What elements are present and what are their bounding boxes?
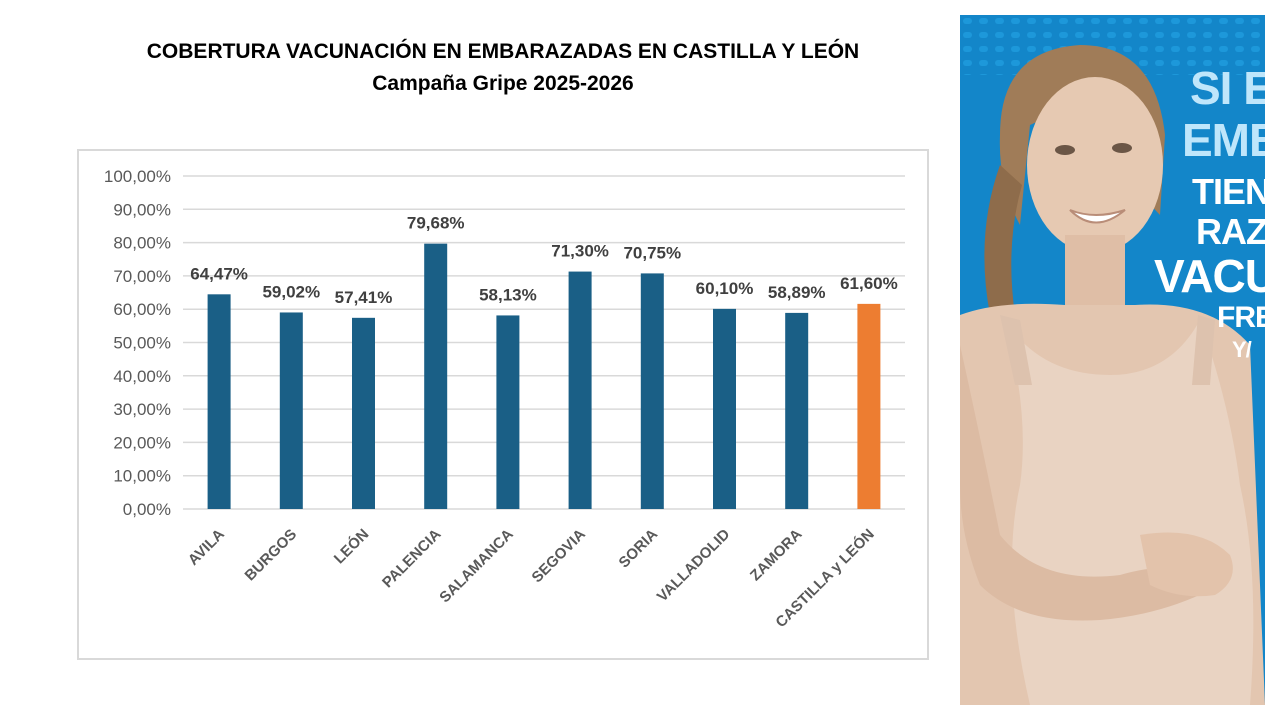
data-label: 58,89% (768, 283, 826, 302)
poster-text-line-3: TIENE (1192, 171, 1265, 212)
category-label: SORIA (616, 526, 662, 572)
bar (640, 273, 664, 509)
chart-title: COBERTURA VACUNACIÓN EN EMBARAZADAS EN C… (146, 40, 860, 63)
category-label: SALAMANCA (436, 526, 516, 606)
category-label: PALENCIA (379, 526, 445, 592)
poster-text-line-1: SI E (1190, 62, 1265, 114)
bar (496, 315, 520, 509)
data-label: 70,75% (623, 243, 681, 262)
y-tick-label: 10,00% (113, 467, 171, 486)
bar (857, 303, 881, 509)
category-label: ZAMORA (747, 526, 806, 585)
bar (424, 243, 448, 510)
bar (279, 312, 303, 509)
data-label: 64,47% (190, 264, 248, 283)
pregnant-woman-photo (960, 15, 1265, 705)
poster-text-line-5: VACUN (1154, 250, 1265, 302)
category-label: BURGOS (242, 526, 301, 585)
bar (568, 271, 592, 509)
bar (713, 308, 736, 509)
chart-title-block: COBERTURA VACUNACIÓN EN EMBARAZADAS EN C… (60, 36, 946, 100)
data-label: 61,60% (840, 274, 898, 293)
poster-text-line-2: EMB (1182, 114, 1265, 166)
bar (207, 294, 231, 509)
poster-text-line-6: FRE (1217, 301, 1265, 334)
y-tick-label: 70,00% (113, 267, 171, 286)
data-label: 57,41% (335, 288, 393, 307)
y-tick-label: 40,00% (113, 367, 171, 386)
bar (785, 312, 809, 509)
data-label: 58,13% (479, 285, 537, 304)
data-label: 71,30% (551, 242, 609, 261)
y-tick-label: 100,00% (104, 167, 171, 186)
bar-chart: 0,00% 10,00% 20,00% 30,00% 40,00% 50,00% 60,00… (104, 167, 905, 631)
bar (352, 317, 375, 509)
y-tick-label: 60,00% (113, 300, 171, 319)
y-tick-label: 20,00% (113, 433, 171, 452)
data-label: 60,10% (696, 279, 754, 298)
poster-text-line-7: Y/ (1232, 337, 1252, 362)
y-tick-label: 30,00% (113, 400, 171, 419)
chart-area: 0,00% 10,00% 20,00% 30,00% 40,00% 50,00% 60,00… (77, 149, 929, 660)
y-tick-label: 80,00% (113, 234, 171, 253)
y-tick-label: 0,00% (123, 500, 171, 519)
y-tick-label: 50,00% (113, 334, 171, 353)
chart-subtitle: Campaña Gripe 2025-2026 (372, 72, 634, 95)
category-label: VALLADOLID (654, 526, 734, 606)
data-label: 79,68% (407, 214, 465, 233)
data-label: 59,02% (262, 282, 320, 301)
y-tick-label: 90,00% (113, 200, 171, 219)
category-label: LEÓN (330, 525, 372, 567)
category-label: AVILA (185, 526, 228, 569)
category-label: SEGOVIA (529, 526, 589, 586)
poster-text-line-4: RAZÓ (1196, 211, 1265, 252)
campaign-poster-image: SI E EMB TIENE RAZÓ VACUN FRE Y/ (960, 15, 1265, 705)
